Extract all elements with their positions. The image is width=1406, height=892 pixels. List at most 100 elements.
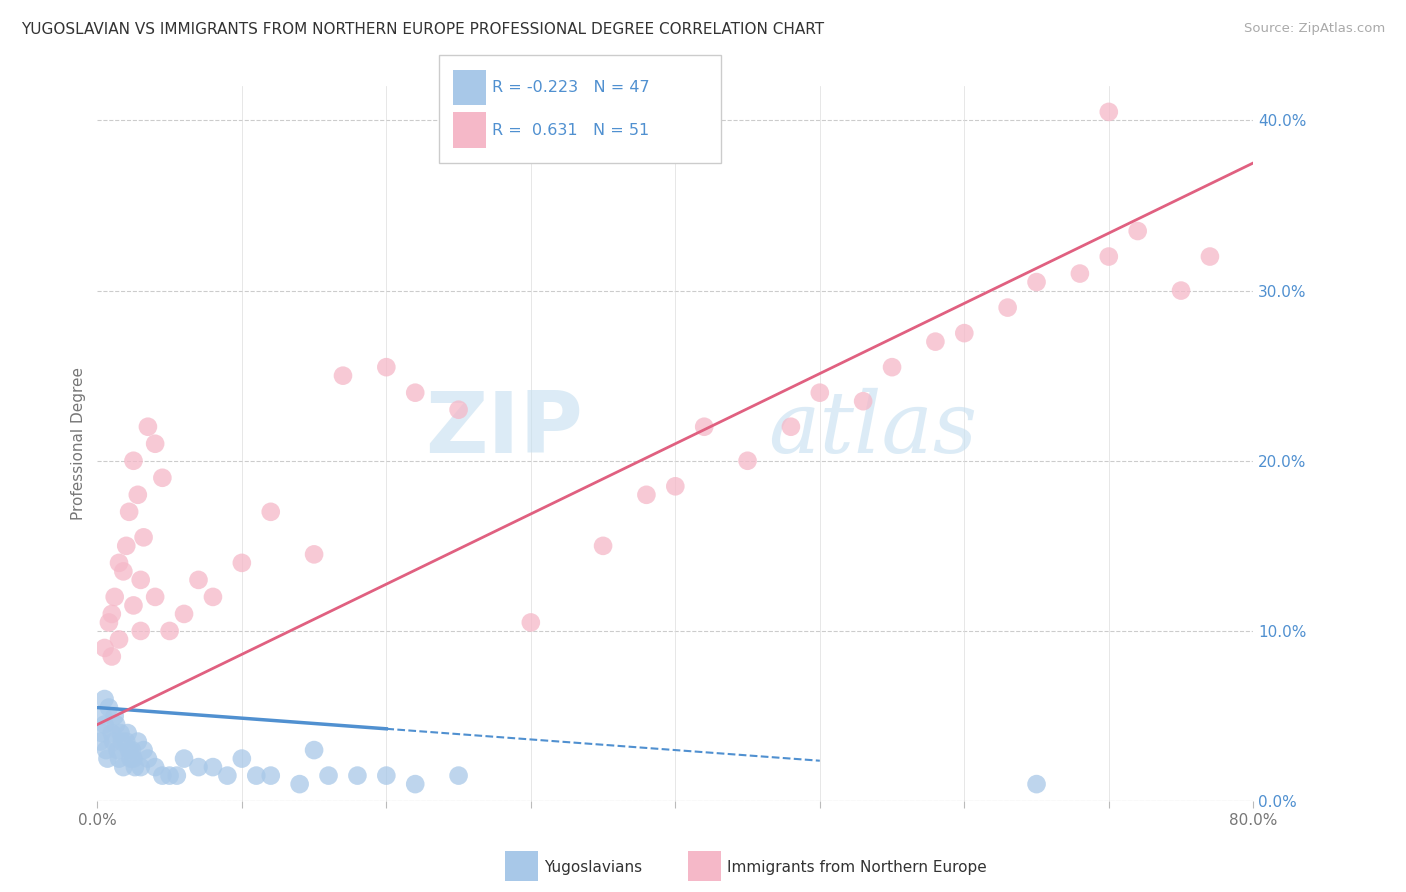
Point: [1199, 250, 1222, 264]
Text: atlas: atlas: [768, 388, 977, 471]
Point: [108, 632, 131, 647]
Point: [288, 777, 311, 791]
Point: [201, 760, 224, 774]
Text: Yugoslavians: Yugoslavians: [544, 860, 643, 874]
Point: [404, 385, 426, 400]
Point: [302, 547, 325, 561]
Text: R = -0.223   N = 47: R = -0.223 N = 47: [492, 80, 650, 95]
Point: [108, 751, 131, 765]
Point: [447, 769, 470, 783]
Point: [520, 615, 543, 630]
Point: [118, 505, 141, 519]
Point: [104, 590, 127, 604]
Point: [117, 726, 139, 740]
Point: [143, 590, 166, 604]
Point: [89, 734, 111, 748]
Point: [159, 624, 181, 638]
Point: [201, 590, 224, 604]
Point: [953, 326, 976, 340]
Point: [150, 471, 173, 485]
Point: [636, 488, 658, 502]
Point: [173, 751, 195, 765]
Point: [101, 649, 124, 664]
Point: [346, 769, 368, 783]
Point: [115, 539, 138, 553]
Point: [997, 301, 1019, 315]
Point: [132, 530, 155, 544]
Point: [231, 556, 253, 570]
Text: Source: ZipAtlas.com: Source: ZipAtlas.com: [1244, 22, 1385, 36]
Point: [132, 743, 155, 757]
Point: [1126, 224, 1149, 238]
Point: [592, 539, 614, 553]
Point: [332, 368, 354, 383]
Point: [101, 726, 124, 740]
Point: [924, 334, 946, 349]
Point: [260, 505, 283, 519]
Point: [1098, 104, 1121, 119]
Point: [375, 769, 398, 783]
Point: [120, 751, 142, 765]
Point: [245, 769, 267, 783]
Point: [136, 751, 159, 765]
Point: [91, 709, 114, 723]
Point: [375, 360, 398, 375]
Point: [127, 734, 149, 748]
Point: [1170, 284, 1192, 298]
Point: [93, 717, 115, 731]
Point: [118, 743, 141, 757]
Point: [94, 743, 117, 757]
Point: [122, 454, 145, 468]
Point: [124, 760, 146, 774]
Point: [143, 760, 166, 774]
Point: [852, 394, 875, 409]
Point: [808, 385, 831, 400]
Point: [136, 419, 159, 434]
Point: [143, 436, 166, 450]
Point: [187, 573, 209, 587]
Point: [107, 743, 129, 757]
Point: [97, 700, 120, 714]
Point: [122, 751, 145, 765]
Point: [187, 760, 209, 774]
Point: [115, 734, 138, 748]
Point: [97, 615, 120, 630]
Point: [159, 769, 181, 783]
Point: [173, 607, 195, 621]
Point: [112, 760, 135, 774]
Point: [1098, 250, 1121, 264]
Point: [112, 565, 135, 579]
Y-axis label: Professional Degree: Professional Degree: [72, 368, 86, 520]
Text: Immigrants from Northern Europe: Immigrants from Northern Europe: [727, 860, 987, 874]
Point: [104, 709, 127, 723]
Point: [93, 640, 115, 655]
Point: [122, 599, 145, 613]
Point: [260, 769, 283, 783]
Point: [108, 556, 131, 570]
Point: [217, 769, 239, 783]
Point: [129, 624, 152, 638]
Point: [693, 419, 716, 434]
Point: [111, 734, 134, 748]
Point: [447, 402, 470, 417]
Point: [1025, 777, 1047, 791]
Point: [166, 769, 188, 783]
Point: [129, 760, 152, 774]
Point: [105, 717, 128, 731]
Point: [150, 769, 173, 783]
Point: [780, 419, 803, 434]
Text: YUGOSLAVIAN VS IMMIGRANTS FROM NORTHERN EUROPE PROFESSIONAL DEGREE CORRELATION C: YUGOSLAVIAN VS IMMIGRANTS FROM NORTHERN …: [21, 22, 824, 37]
Point: [1069, 267, 1091, 281]
Point: [318, 769, 340, 783]
Point: [1025, 275, 1047, 289]
Point: [121, 743, 143, 757]
Point: [110, 726, 132, 740]
Point: [93, 692, 115, 706]
Point: [103, 734, 125, 748]
Point: [664, 479, 686, 493]
Point: [96, 751, 118, 765]
Point: [231, 751, 253, 765]
Point: [302, 743, 325, 757]
Point: [404, 777, 426, 791]
Point: [90, 726, 112, 740]
